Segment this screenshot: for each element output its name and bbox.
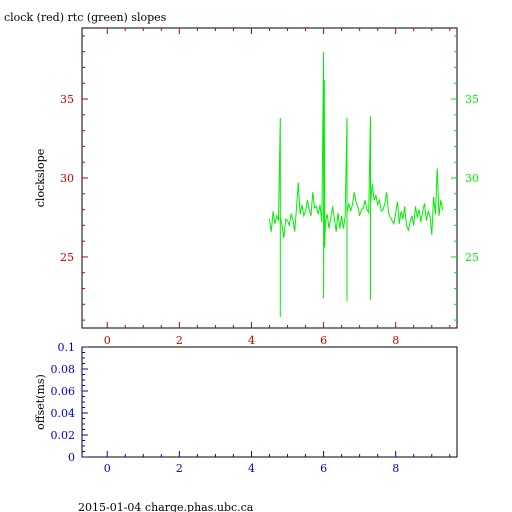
bottom-y-tick-label: 0.06 bbox=[51, 385, 76, 398]
bottom-x-tick-label: 0 bbox=[104, 462, 111, 475]
top-x-tick-label: 0 bbox=[104, 334, 111, 347]
bottom-x-tick-label: 4 bbox=[248, 462, 255, 475]
bottom-y-tick-label: 0.08 bbox=[51, 363, 76, 376]
top-y-tick-label-left: 30 bbox=[60, 172, 74, 185]
top-y-tick-label-left: 25 bbox=[60, 251, 74, 264]
top-y-tick-label-left: 35 bbox=[60, 93, 74, 106]
bottom-y-tick-label: 0.1 bbox=[58, 341, 76, 354]
top-x-tick-label: 6 bbox=[320, 334, 327, 347]
bottom-x-tick-label: 2 bbox=[176, 462, 183, 475]
rtc-series-line bbox=[269, 51, 444, 317]
bottom-y-axis-label: offset(ms) bbox=[34, 374, 47, 430]
top-y-tick-label-right: 35 bbox=[465, 93, 479, 106]
top-x-tick-label: 8 bbox=[392, 334, 399, 347]
chart-title: clock (red) rtc (green) slopes bbox=[4, 11, 167, 24]
top-plot-ticks: 0 2 4 6 8 25 30 35 25 30 35 bbox=[60, 28, 479, 347]
top-y-tick-label-right: 30 bbox=[465, 172, 479, 185]
footer-text: 2015-01-04 charge.phas.ubc.ca bbox=[78, 501, 254, 512]
top-x-tick-label: 4 bbox=[248, 334, 255, 347]
bottom-plot-frame bbox=[81, 346, 458, 458]
rtc-series-group bbox=[269, 51, 444, 317]
top-y-tick-label-right: 25 bbox=[465, 251, 479, 264]
bottom-x-tick-label: 8 bbox=[392, 462, 399, 475]
bottom-y-tick-label: 0.02 bbox=[51, 429, 76, 442]
bottom-x-tick-label: 6 bbox=[320, 462, 327, 475]
bottom-y-tick-label: 0 bbox=[68, 451, 75, 464]
top-y-axis-label: clockslope bbox=[34, 149, 47, 207]
bottom-plot-ticks: 0 2 4 6 8 0 0.02 0.04 0.06 0.08 0.1 bbox=[51, 341, 451, 475]
top-plot-frame bbox=[81, 27, 458, 329]
bottom-y-tick-label: 0.04 bbox=[51, 407, 76, 420]
top-x-tick-label: 2 bbox=[176, 334, 183, 347]
